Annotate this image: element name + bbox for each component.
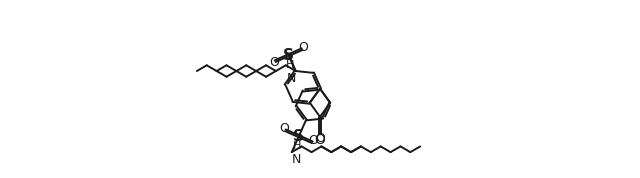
Text: O: O [315,132,325,145]
Text: O: O [280,122,289,135]
Text: O: O [308,134,318,147]
Text: O: O [269,56,279,69]
Text: S: S [283,48,294,63]
Text: O: O [315,133,325,147]
Text: H: H [292,141,301,151]
Text: H: H [286,60,294,70]
Text: O: O [298,41,308,54]
Text: N: N [291,153,301,166]
Text: S: S [293,129,304,144]
Text: N: N [287,72,296,85]
